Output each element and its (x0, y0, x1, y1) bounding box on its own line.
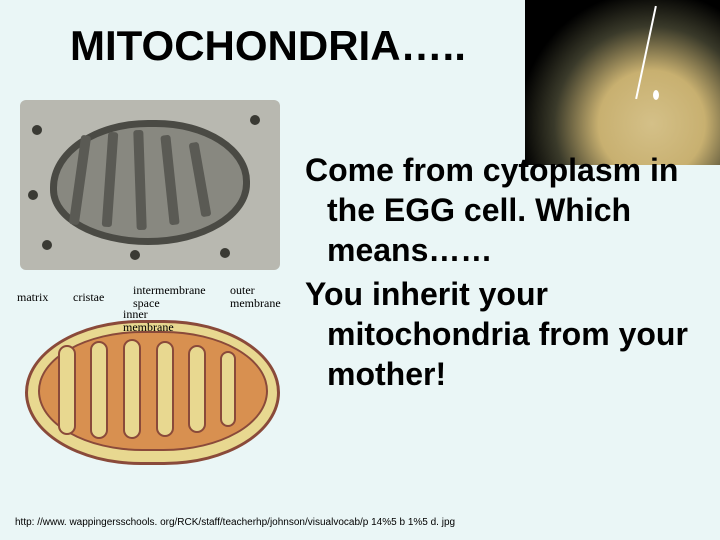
source-url: http: //www. wappingersschools. org/RCK/… (15, 517, 455, 528)
ribosome-dot (28, 190, 38, 200)
sperm-tail (635, 6, 657, 99)
ribosome-dot (130, 250, 140, 260)
label-inner-membrane: inner membrane (123, 308, 174, 334)
ribosome-dot (42, 240, 52, 250)
ribosome-dot (32, 125, 42, 135)
mitochondrion-micrograph (20, 100, 280, 270)
ribosome-dot (220, 248, 230, 258)
outer-membrane (25, 320, 280, 465)
label-outer-membrane: outer membrane (230, 284, 281, 310)
crista-fold (58, 345, 76, 435)
crista-fold (156, 341, 174, 437)
label-cristae: cristae (73, 290, 104, 305)
crista-fold (90, 341, 108, 439)
body-text: Come from cytoplasm in the EGG cell. Whi… (305, 150, 705, 398)
egg-sperm-image (525, 0, 720, 165)
paragraph-2: You inherit your mitochondria from your … (305, 274, 705, 394)
crista-fold (123, 339, 141, 439)
slide-title: MITOCHONDRIA….. (70, 22, 466, 70)
sperm-head (653, 90, 659, 100)
ribosome-dot (250, 115, 260, 125)
paragraph-1: Come from cytoplasm in the EGG cell. Whi… (305, 150, 705, 270)
label-matrix: matrix (17, 290, 48, 305)
crista-fold (220, 351, 236, 427)
mitochondrion-diagram: matrix cristae intermembrane space outer… (15, 290, 305, 480)
crista-fold (188, 345, 206, 433)
